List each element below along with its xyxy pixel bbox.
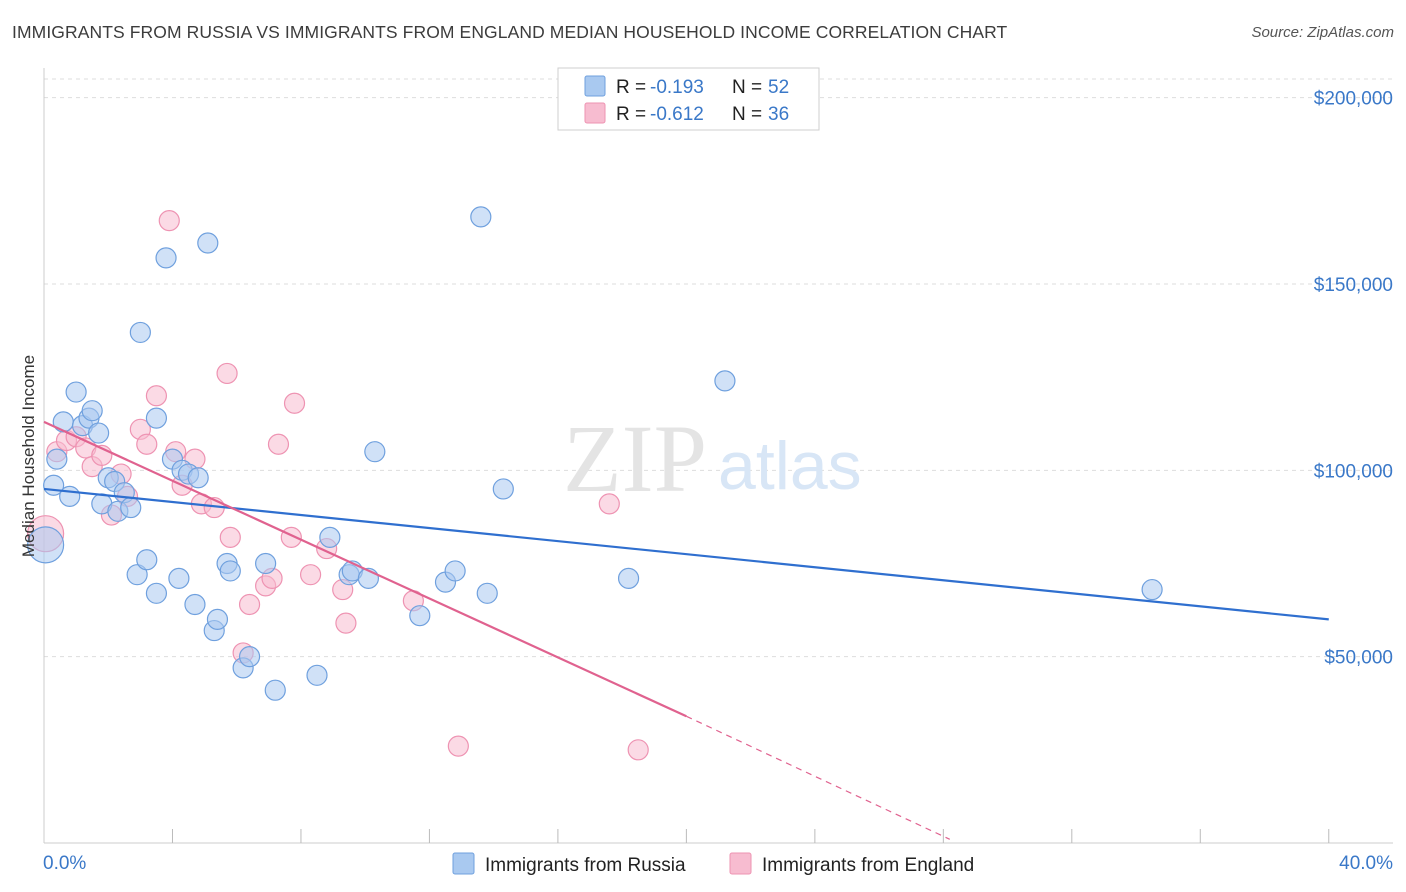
- england-point-12: [145, 385, 168, 407]
- legend-russia-swatch: [584, 75, 606, 97]
- russia-point-23: [168, 567, 190, 589]
- russia-point-17: [129, 321, 151, 344]
- russia-point-45: [444, 560, 466, 582]
- gridlines: [44, 78, 1393, 658]
- bottom-legend-england-swatch: [729, 852, 752, 875]
- england-point-11: [136, 433, 158, 455]
- russia-point-38: [319, 526, 341, 549]
- russia-point-30: [206, 608, 229, 630]
- watermark-zip: ZIP: [563, 405, 707, 512]
- england-point-20: [219, 526, 241, 549]
- russia-point-26: [184, 593, 206, 616]
- x-tick-label-max: 40.0%: [1339, 853, 1393, 874]
- chart-title: IMMIGRANTS FROM RUSSIA VS IMMIGRANTS FRO…: [12, 22, 1008, 42]
- england-point-22: [238, 593, 261, 616]
- y-tick-label-3: $200,000: [1314, 89, 1393, 110]
- russia-point-35: [255, 552, 277, 575]
- series-legend: Immigrants from Russia Immigrants from E…: [452, 852, 974, 876]
- england-trend-line: [43, 420, 687, 718]
- y-axis-label: Median Household Income: [19, 355, 38, 557]
- russia-point-0: [27, 526, 65, 564]
- russia-point-5: [65, 381, 87, 403]
- watermark: ZIP atlas: [563, 405, 862, 512]
- series-russia-points: [27, 206, 1163, 701]
- russia-point-8: [81, 400, 103, 422]
- watermark-atlas: atlas: [718, 428, 862, 504]
- england-point-33: [447, 735, 469, 757]
- trend-lines: [43, 420, 1329, 840]
- russia-point-50: [714, 370, 736, 392]
- legend-england-r-label: R =: [616, 104, 646, 125]
- x-tick-label-min: 0.0%: [43, 853, 86, 874]
- england-point-19: [216, 362, 238, 385]
- russia-point-2: [46, 448, 68, 470]
- russia-point-28: [197, 232, 219, 254]
- russia-point-20: [145, 582, 168, 604]
- russia-point-15: [120, 496, 142, 519]
- tick-labels: $50,000 $100,000 $150,000 $200,000 0.0% 40.0%: [43, 89, 1393, 874]
- legend-russia-r-value: -0.193: [650, 77, 704, 98]
- russia-point-9: [88, 422, 110, 444]
- england-point-13: [158, 210, 180, 232]
- legend-england-swatch: [584, 102, 606, 124]
- russia-point-4: [59, 485, 81, 508]
- russia-point-36: [264, 679, 286, 701]
- russia-point-42: [364, 441, 386, 463]
- russia-point-47: [476, 582, 498, 604]
- chart-source: Source: ZipAtlas.com: [1251, 24, 1394, 41]
- correlation-legend: R = -0.193 N = 52 R = -0.612 N = 36: [557, 67, 820, 131]
- legend-england-n-label: N =: [732, 104, 762, 125]
- bottom-legend-russia-swatch: [452, 852, 475, 875]
- england-point-27: [283, 392, 306, 414]
- england-point-31: [335, 612, 357, 634]
- legend-england-n-value: 36: [768, 104, 789, 125]
- legend-russia-n-label: N =: [732, 77, 762, 98]
- y-tick-label-0: $50,000: [1324, 648, 1393, 669]
- legend-russia-r-label: R =: [616, 77, 646, 98]
- russia-point-48: [492, 478, 514, 500]
- england-point-28: [299, 564, 322, 586]
- russia-trend-line: [43, 487, 1329, 621]
- axes: [43, 68, 1393, 844]
- bottom-legend-england-label: Immigrants from England: [762, 855, 974, 876]
- russia-point-3: [52, 411, 74, 433]
- russia-point-34: [238, 646, 261, 668]
- england-point-35: [627, 739, 649, 761]
- russia-point-43: [409, 605, 431, 627]
- russia-point-19: [145, 407, 168, 429]
- russia-point-27: [187, 467, 209, 489]
- y-tick-label-1: $100,000: [1314, 461, 1393, 482]
- england-point-25: [267, 433, 290, 455]
- russia-point-16: [126, 564, 148, 586]
- russia-point-37: [306, 664, 328, 686]
- y-tick-label-2: $150,000: [1314, 275, 1393, 296]
- legend-russia-n-value: 52: [768, 77, 789, 98]
- russia-point-51: [1141, 578, 1163, 601]
- russia-point-49: [617, 567, 640, 589]
- england-point-34: [598, 493, 620, 515]
- legend-england-r-value: -0.612: [650, 104, 704, 125]
- england-trend-extension: [686, 715, 951, 840]
- russia-point-32: [219, 560, 241, 582]
- russia-point-46: [470, 206, 492, 228]
- russia-point-18: [136, 549, 158, 571]
- bottom-legend-russia-label: Immigrants from Russia: [485, 855, 686, 876]
- russia-point-21: [155, 247, 177, 269]
